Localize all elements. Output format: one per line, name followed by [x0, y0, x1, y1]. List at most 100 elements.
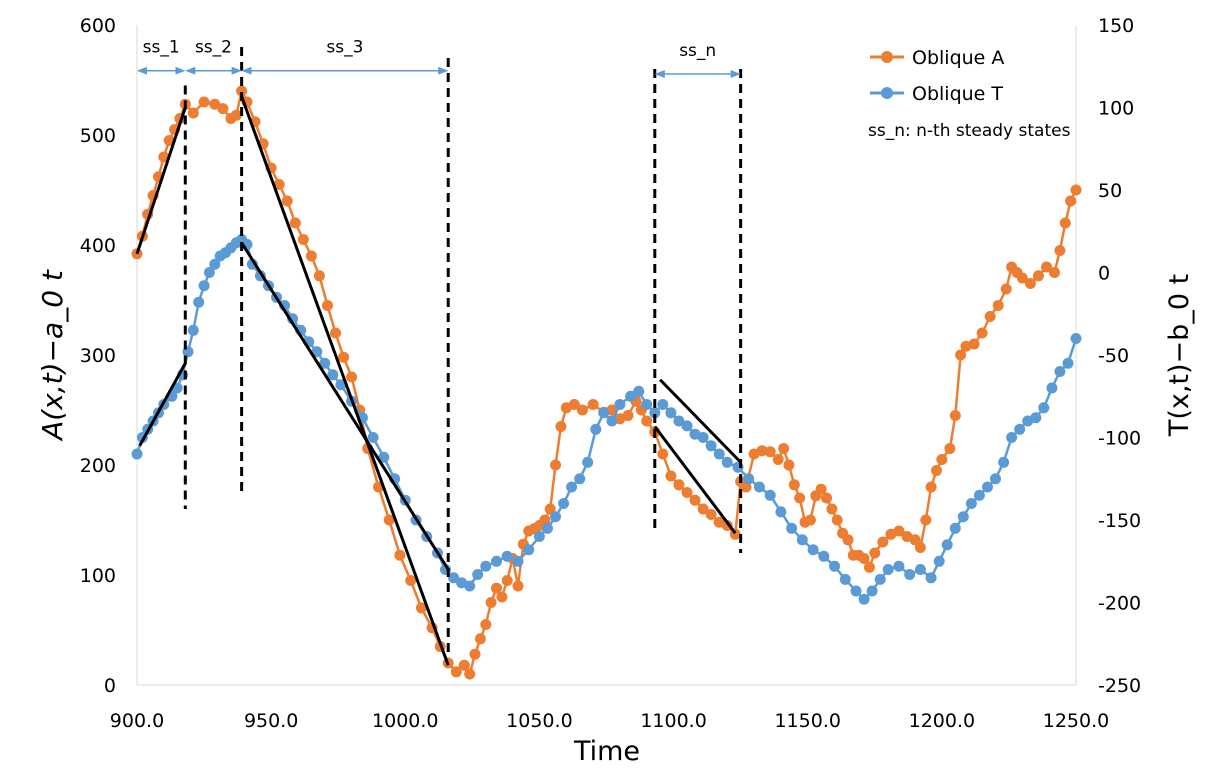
data-point	[1014, 423, 1026, 435]
x-tick-label: 1150.0	[774, 710, 840, 732]
span-label: ss_n	[679, 41, 716, 61]
y-left-tick-label: 200	[80, 455, 116, 477]
data-point	[842, 534, 854, 546]
data-point	[491, 582, 502, 594]
data-point	[786, 522, 798, 534]
data-point	[289, 217, 301, 229]
data-point	[297, 234, 309, 245]
data-point	[474, 633, 486, 645]
data-point	[657, 399, 669, 410]
data-point	[1059, 217, 1071, 229]
data-point	[496, 591, 508, 603]
data-point	[858, 593, 870, 605]
data-point	[606, 415, 618, 427]
data-point	[657, 448, 669, 460]
data-point	[313, 270, 325, 282]
data-point	[1041, 261, 1052, 273]
data-point	[681, 420, 693, 432]
data-point	[590, 423, 602, 435]
data-point	[998, 456, 1010, 468]
data-point	[944, 443, 956, 454]
data-point	[705, 440, 717, 452]
data-point	[1046, 382, 1058, 394]
data-point	[544, 503, 556, 515]
data-point	[1016, 272, 1028, 284]
data-point	[909, 534, 921, 546]
data-point	[558, 498, 570, 509]
data-point	[914, 564, 926, 575]
data-point	[550, 459, 561, 471]
legend: Oblique A Oblique T ss_n: n-th steady st…	[868, 47, 1071, 141]
data-point	[933, 555, 945, 567]
data-point	[756, 445, 768, 457]
data-point	[721, 456, 733, 468]
data-point	[982, 481, 993, 493]
y-left-tick-label: 600	[80, 15, 116, 37]
data-point	[587, 399, 599, 410]
data-point	[198, 96, 210, 108]
fit-lines	[135, 95, 742, 666]
data-point	[649, 407, 661, 419]
data-point	[788, 479, 800, 491]
data-point	[829, 560, 840, 572]
data-point	[850, 585, 862, 597]
x-tick-label: 900.0	[110, 710, 164, 732]
data-point	[1065, 195, 1077, 207]
data-point	[335, 379, 347, 391]
data-point	[1000, 283, 1012, 295]
fit-line	[240, 241, 450, 571]
data-point	[448, 572, 460, 584]
data-point	[480, 560, 492, 572]
data-point	[641, 399, 653, 410]
data-point	[807, 544, 819, 556]
data-point	[1032, 270, 1044, 282]
data-point	[281, 195, 293, 207]
x-tick-label: 1050.0	[506, 710, 572, 732]
data-point	[625, 390, 637, 402]
data-point	[330, 327, 341, 339]
fit-line	[138, 362, 187, 447]
y-left-tick-label: 0	[104, 675, 116, 697]
data-point	[815, 483, 827, 495]
data-point	[992, 300, 1004, 311]
x-tick-label: 950.0	[244, 710, 298, 732]
data-point	[539, 514, 551, 526]
y-right-tick-label: -50	[1098, 345, 1129, 367]
data-point	[957, 511, 969, 523]
data-point	[869, 547, 881, 559]
data-point	[1054, 245, 1066, 256]
y-axis-title-right: T(x,t)−b_0 t	[1164, 274, 1195, 437]
data-point	[796, 534, 808, 546]
span-label: ss_1	[143, 38, 180, 58]
x-tick-label: 1250.0	[1043, 710, 1109, 732]
data-point	[187, 107, 199, 119]
fit-line	[659, 378, 742, 464]
data-point	[1030, 412, 1042, 424]
axes	[136, 25, 1077, 686]
data-point	[764, 489, 776, 501]
data-point	[582, 456, 594, 468]
data-point	[209, 98, 221, 110]
data-point	[904, 569, 916, 580]
data-point	[450, 666, 462, 678]
data-point	[783, 459, 795, 471]
data-point	[273, 179, 285, 190]
data-point	[230, 109, 242, 121]
data-point	[753, 481, 765, 493]
data-point	[523, 544, 535, 556]
legend-swatch-t-marker	[881, 87, 893, 99]
data-point	[501, 550, 513, 562]
data-point	[665, 407, 677, 419]
data-point	[458, 659, 470, 671]
data-point	[914, 542, 926, 553]
data-point	[217, 103, 229, 115]
data-point	[866, 585, 878, 597]
data-point	[976, 327, 988, 339]
data-point	[949, 410, 961, 421]
series-line	[135, 89, 1078, 676]
data-point	[705, 509, 717, 520]
data-point	[920, 514, 932, 526]
data-point	[193, 296, 205, 308]
data-point	[818, 550, 830, 562]
data-point	[568, 399, 580, 410]
